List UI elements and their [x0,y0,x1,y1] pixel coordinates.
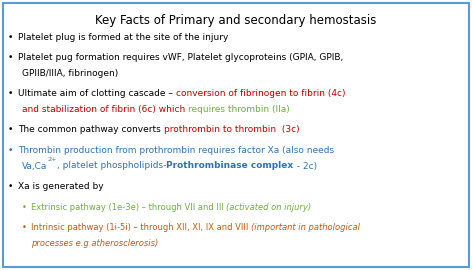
Text: •: • [8,33,13,42]
Text: •: • [22,202,27,211]
Text: •: • [8,182,13,191]
Text: •: • [22,223,27,232]
Text: Xa is generated by: Xa is generated by [18,182,104,191]
Text: 2+: 2+ [47,157,57,162]
Text: •: • [8,89,13,99]
Text: •: • [8,146,13,155]
Text: Key Facts of Primary and secondary hemostasis: Key Facts of Primary and secondary hemos… [95,14,377,27]
Text: Thrombin production from prothrombin requires factor Xa (also needs: Thrombin production from prothrombin req… [18,146,334,155]
Text: , platelet phospholipids-: , platelet phospholipids- [57,161,166,170]
Text: (important in pathological: (important in pathological [251,223,360,232]
Text: •: • [8,126,13,134]
Text: GPIIB/IIIA, fibrinogen): GPIIB/IIIA, fibrinogen) [22,69,118,78]
Text: Platelet pug formation requires vWF, Platelet glycoproteins (GPIA, GPIB,: Platelet pug formation requires vWF, Pla… [18,53,343,62]
Text: - 2c): - 2c) [294,161,317,170]
Text: The common pathway converts: The common pathway converts [18,126,164,134]
Text: Prothrombinase complex: Prothrombinase complex [166,161,294,170]
Text: Extrinsic pathway (1e-3e) – through VII and III: Extrinsic pathway (1e-3e) – through VII … [31,202,227,211]
Text: Platelet plug is formed at the site of the injury: Platelet plug is formed at the site of t… [18,33,228,42]
Text: Va,Ca: Va,Ca [22,161,47,170]
Text: •: • [8,53,13,62]
Text: processes e.g atherosclerosis): processes e.g atherosclerosis) [31,238,158,248]
Text: requires thrombin (IIa): requires thrombin (IIa) [188,105,290,114]
Text: prothrombin to thrombin  (3c): prothrombin to thrombin (3c) [164,126,299,134]
Text: and stabilization of fibrin (6c) which: and stabilization of fibrin (6c) which [22,105,188,114]
Text: Intrinsic pathway (1i-5i) – through XII, XI, IX and VIII: Intrinsic pathway (1i-5i) – through XII,… [31,223,251,232]
Text: (activated on injury): (activated on injury) [227,202,312,211]
Text: Ultimate aim of clotting cascade –: Ultimate aim of clotting cascade – [18,89,176,99]
Text: conversion of fibrinogen to fibrin (4c): conversion of fibrinogen to fibrin (4c) [176,89,345,99]
